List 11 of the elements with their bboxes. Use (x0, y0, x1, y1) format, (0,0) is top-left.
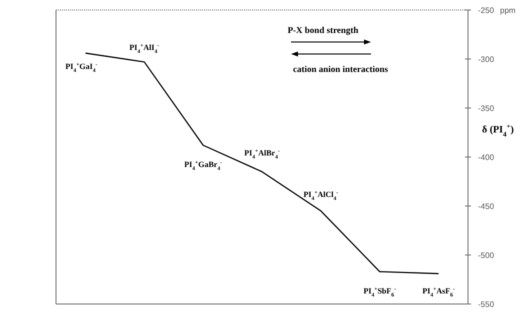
y-tick-label: -300 (478, 54, 495, 64)
text: ppm (500, 6, 516, 15)
y-tick-label: -400 (478, 152, 495, 162)
y-tick-label: -500 (478, 250, 495, 260)
y-tick-label: -350 (478, 104, 495, 113)
y-axis-title: δ (PI$_{4}$$^{+}$) (482, 122, 514, 138)
y-tick-label: -250 (478, 6, 495, 15)
y-tick-label: -550 (478, 300, 495, 309)
y-tick-label: -450 (478, 202, 495, 211)
annotation: P-X bond strength (288, 25, 358, 35)
annotation: cation anion interactions (293, 64, 388, 74)
